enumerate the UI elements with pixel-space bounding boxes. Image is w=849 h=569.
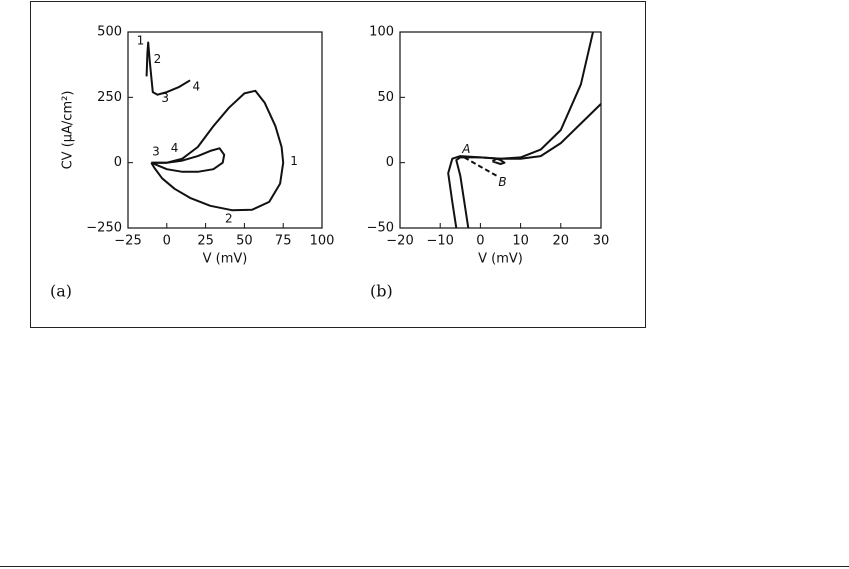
annotation: 2 [225,211,233,225]
y-tick-label: −50 [367,221,394,236]
y-axis-label: CV (μA/cm²) [61,91,76,170]
plot-frame [399,31,602,229]
annotation: 3 [152,145,160,159]
x-tick-label: 100 [310,234,335,249]
x-tick-label: −20 [386,234,413,249]
y-tick-label: 0 [386,155,394,170]
x-tick-label: 20 [553,234,570,249]
curve [150,89,285,212]
x-tick-label: 0 [163,234,171,249]
annotation: 2 [154,52,162,66]
x-tick-label: −25 [114,234,141,249]
x-tick-label: 10 [512,234,529,249]
y-tick-label: 100 [369,25,394,40]
x-tick-label: 50 [236,234,253,249]
curve [447,103,602,229]
x-tick-label: −10 [426,234,453,249]
curve [455,31,594,229]
frame [30,1,646,328]
annotation: A [461,142,470,156]
annotation: 1 [137,34,145,48]
curve [150,147,226,173]
plot-frame [127,31,323,229]
x-tick-label: 0 [476,234,484,249]
annotation: 1 [290,154,298,168]
y-tick-label: 250 [97,90,122,105]
annotation: 4 [192,79,200,93]
annotation: 3 [161,91,169,105]
panel-label: (a) [50,282,72,301]
y-tick-label: 500 [97,25,122,40]
curve [491,157,506,165]
annotation: B [498,175,506,189]
x-tick-label: 30 [593,234,610,249]
curve [145,41,191,96]
x-tick-label: 75 [275,234,292,249]
curve [463,156,497,177]
panel-label: (b) [370,282,393,301]
x-axis-label: V (mV) [203,252,248,267]
x-axis-label: V (mV) [478,252,523,267]
x-tick-label: 25 [197,234,214,249]
annotation: 4 [171,141,179,155]
y-tick-label: 50 [377,90,394,105]
y-tick-label: 0 [114,155,122,170]
y-tick-label: −250 [86,221,122,236]
